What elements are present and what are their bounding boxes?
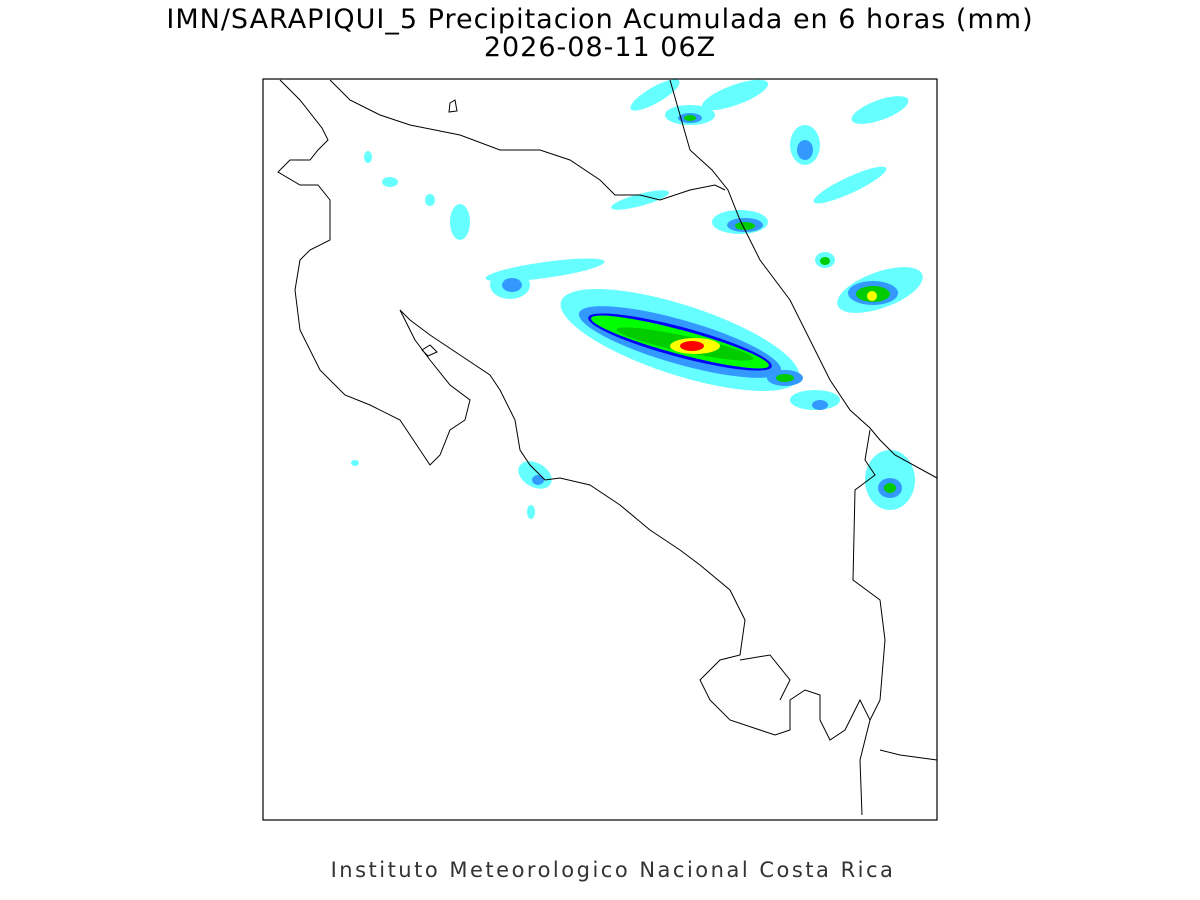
subtitle: 2026-08-11 06Z <box>484 32 716 63</box>
map-frame <box>262 78 938 821</box>
footer: Instituto Meteorologico Nacional Costa R… <box>331 858 896 882</box>
precipitation <box>351 79 923 519</box>
title: IMN/SARAPIQUI_5 Precipitacion Acumulada … <box>166 4 1033 35</box>
coastlines <box>277 79 938 816</box>
